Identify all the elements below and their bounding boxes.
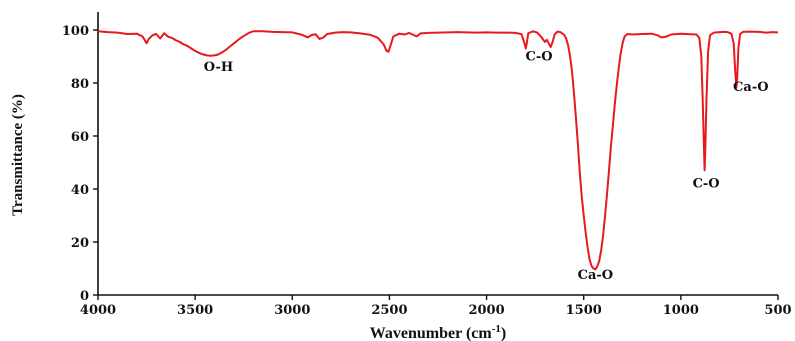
peak-annotation: O-H	[204, 60, 233, 75]
peak-annotation: Ca-O	[578, 268, 614, 283]
y-ticks: 0 20 40 60 80 100	[62, 24, 98, 304]
x-tick-label: 4000	[80, 303, 116, 318]
x-tick-label: 2500	[371, 303, 407, 318]
y-tick-label: 20	[71, 236, 89, 251]
y-tick-label: 60	[71, 130, 89, 145]
x-tick-label: 500	[764, 303, 791, 318]
y-tick-label: 40	[71, 183, 89, 198]
x-tick-label: 3500	[177, 303, 213, 318]
x-tick-label: 2000	[468, 303, 504, 318]
x-axis-label-close: )	[501, 325, 506, 341]
peak-annotations: O-H C-O Ca-O C-O Ca-O	[204, 49, 769, 283]
x-axis-label: Wavenumber (cm-1)	[370, 323, 506, 341]
peak-annotation: C-O	[693, 177, 720, 192]
x-ticks: 4000 3500 3000 2500 2000 1500 1000 500	[80, 295, 792, 318]
y-tick-label: 80	[71, 77, 89, 92]
spectrum-line	[97, 30, 779, 271]
peak-annotation: C-O	[525, 49, 552, 64]
peak-annotation: Ca-O	[733, 80, 769, 95]
y-tick-label: 100	[62, 24, 89, 39]
x-axis-label-text: Wavenumber (cm	[370, 325, 493, 341]
y-tick-label: 0	[80, 289, 89, 304]
plot-frame	[97, 12, 778, 296]
x-tick-label: 1500	[566, 303, 602, 318]
y-axis-label: Transmittance (%)	[10, 94, 26, 216]
x-tick-label: 3000	[274, 303, 310, 318]
x-axis-label-sup: -1	[492, 323, 501, 335]
x-tick-label: 1000	[663, 303, 699, 318]
